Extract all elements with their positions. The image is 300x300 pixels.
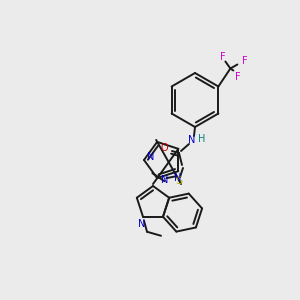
- Text: N: N: [161, 175, 169, 185]
- Text: N: N: [174, 173, 181, 183]
- Text: N: N: [188, 135, 196, 145]
- Text: O: O: [160, 143, 168, 153]
- Text: F: F: [235, 71, 240, 82]
- Text: N: N: [138, 219, 146, 229]
- Text: N: N: [147, 152, 155, 162]
- Text: F: F: [242, 56, 247, 65]
- Text: F: F: [220, 52, 225, 61]
- Text: H: H: [198, 134, 206, 144]
- Text: S: S: [176, 176, 183, 186]
